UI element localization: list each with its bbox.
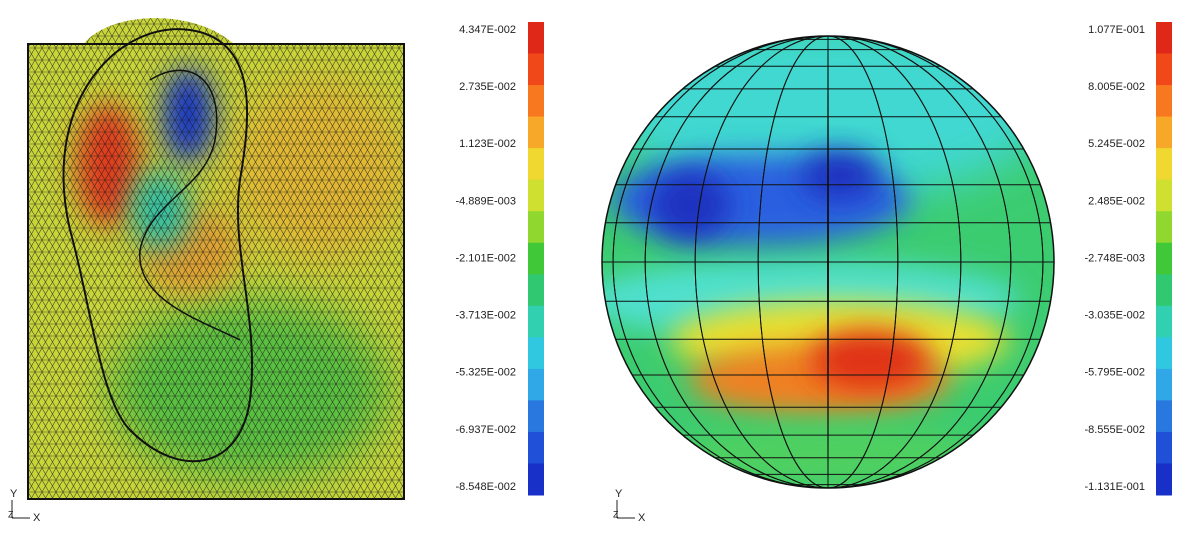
colorbar-label: -6.937E-002 xyxy=(455,424,516,436)
colorbar-band xyxy=(528,432,544,464)
colorbar-band xyxy=(1156,432,1172,464)
colorbar-band xyxy=(1156,22,1172,54)
axis-label: Z xyxy=(613,509,619,519)
colorbar-label: -3.713E-002 xyxy=(455,310,516,322)
colorbar-label: -3.035E-002 xyxy=(1084,310,1145,322)
colorbar-band xyxy=(528,463,544,495)
colorbar-band xyxy=(1156,117,1172,149)
sphere-plot xyxy=(580,20,1060,500)
colorbar-band xyxy=(528,117,544,149)
colorbar-label: -4.889E-003 xyxy=(455,195,516,207)
colorbar-label: 1.123E-002 xyxy=(459,138,516,150)
colorbar-band xyxy=(1156,400,1172,432)
colorbar-band xyxy=(1156,85,1172,117)
colorbar-band xyxy=(1156,306,1172,338)
colorbar-band xyxy=(528,369,544,401)
colorbar-band xyxy=(528,85,544,117)
colorbar-band xyxy=(528,54,544,86)
axis-label: Z xyxy=(8,509,14,519)
colorbar-label: -2.101E-002 xyxy=(455,252,516,264)
colorbar-band xyxy=(528,337,544,369)
colorbar-label: -5.325E-002 xyxy=(455,367,516,379)
axis-label: X xyxy=(33,512,41,524)
colorbar-band xyxy=(1156,274,1172,306)
colorbar-band xyxy=(1156,369,1172,401)
colorbar: 1.077E-001 8.005E-002 5.245E-002 2.485E-002… xyxy=(1084,22,1172,496)
colorbar-band xyxy=(528,22,544,54)
colorbar-label: -8.548E-002 xyxy=(455,481,516,493)
colorbar-band xyxy=(1156,148,1172,180)
colorbar-band xyxy=(1156,463,1172,495)
axis-label: X xyxy=(638,512,646,524)
colorbar-band xyxy=(1156,54,1172,86)
axis-label: Y xyxy=(10,488,18,500)
colorbar-label: -5.795E-002 xyxy=(1084,367,1145,379)
colorbar-label: 2.485E-002 xyxy=(1088,195,1145,207)
colorbar-label: -8.555E-002 xyxy=(1084,424,1145,436)
colorbar-label: 5.245E-002 xyxy=(1088,138,1145,150)
axis-triad xyxy=(12,500,635,518)
figure: 4.347E-002 2.735E-002 1.123E-002 -4.889E-00… xyxy=(0,0,1177,551)
colorbar: 4.347E-002 2.735E-002 1.123E-002 -4.889E-00… xyxy=(455,22,544,496)
colorbar-label: -1.131E-001 xyxy=(1084,481,1145,493)
colorbar-band xyxy=(528,148,544,180)
colorbar-band xyxy=(1156,211,1172,243)
colorbar-label: -2.748E-003 xyxy=(1084,252,1145,264)
colorbar-band xyxy=(1156,180,1172,212)
colorbar-label: 1.077E-001 xyxy=(1088,24,1145,36)
colorbar-band xyxy=(1156,243,1172,275)
colorbar-band xyxy=(528,211,544,243)
axis-label: Y xyxy=(615,488,623,500)
ear-plot xyxy=(20,0,420,510)
colorbar-band xyxy=(1156,337,1172,369)
colorbar-band xyxy=(528,180,544,212)
colorbar-band xyxy=(528,243,544,275)
colorbar-band xyxy=(528,400,544,432)
colorbar-label: 2.735E-002 xyxy=(459,81,516,93)
colorbar-label: 8.005E-002 xyxy=(1088,81,1145,93)
colorbar-band xyxy=(528,306,544,338)
colorbar-band xyxy=(528,274,544,306)
colorbar-label: 4.347E-002 xyxy=(459,24,516,36)
